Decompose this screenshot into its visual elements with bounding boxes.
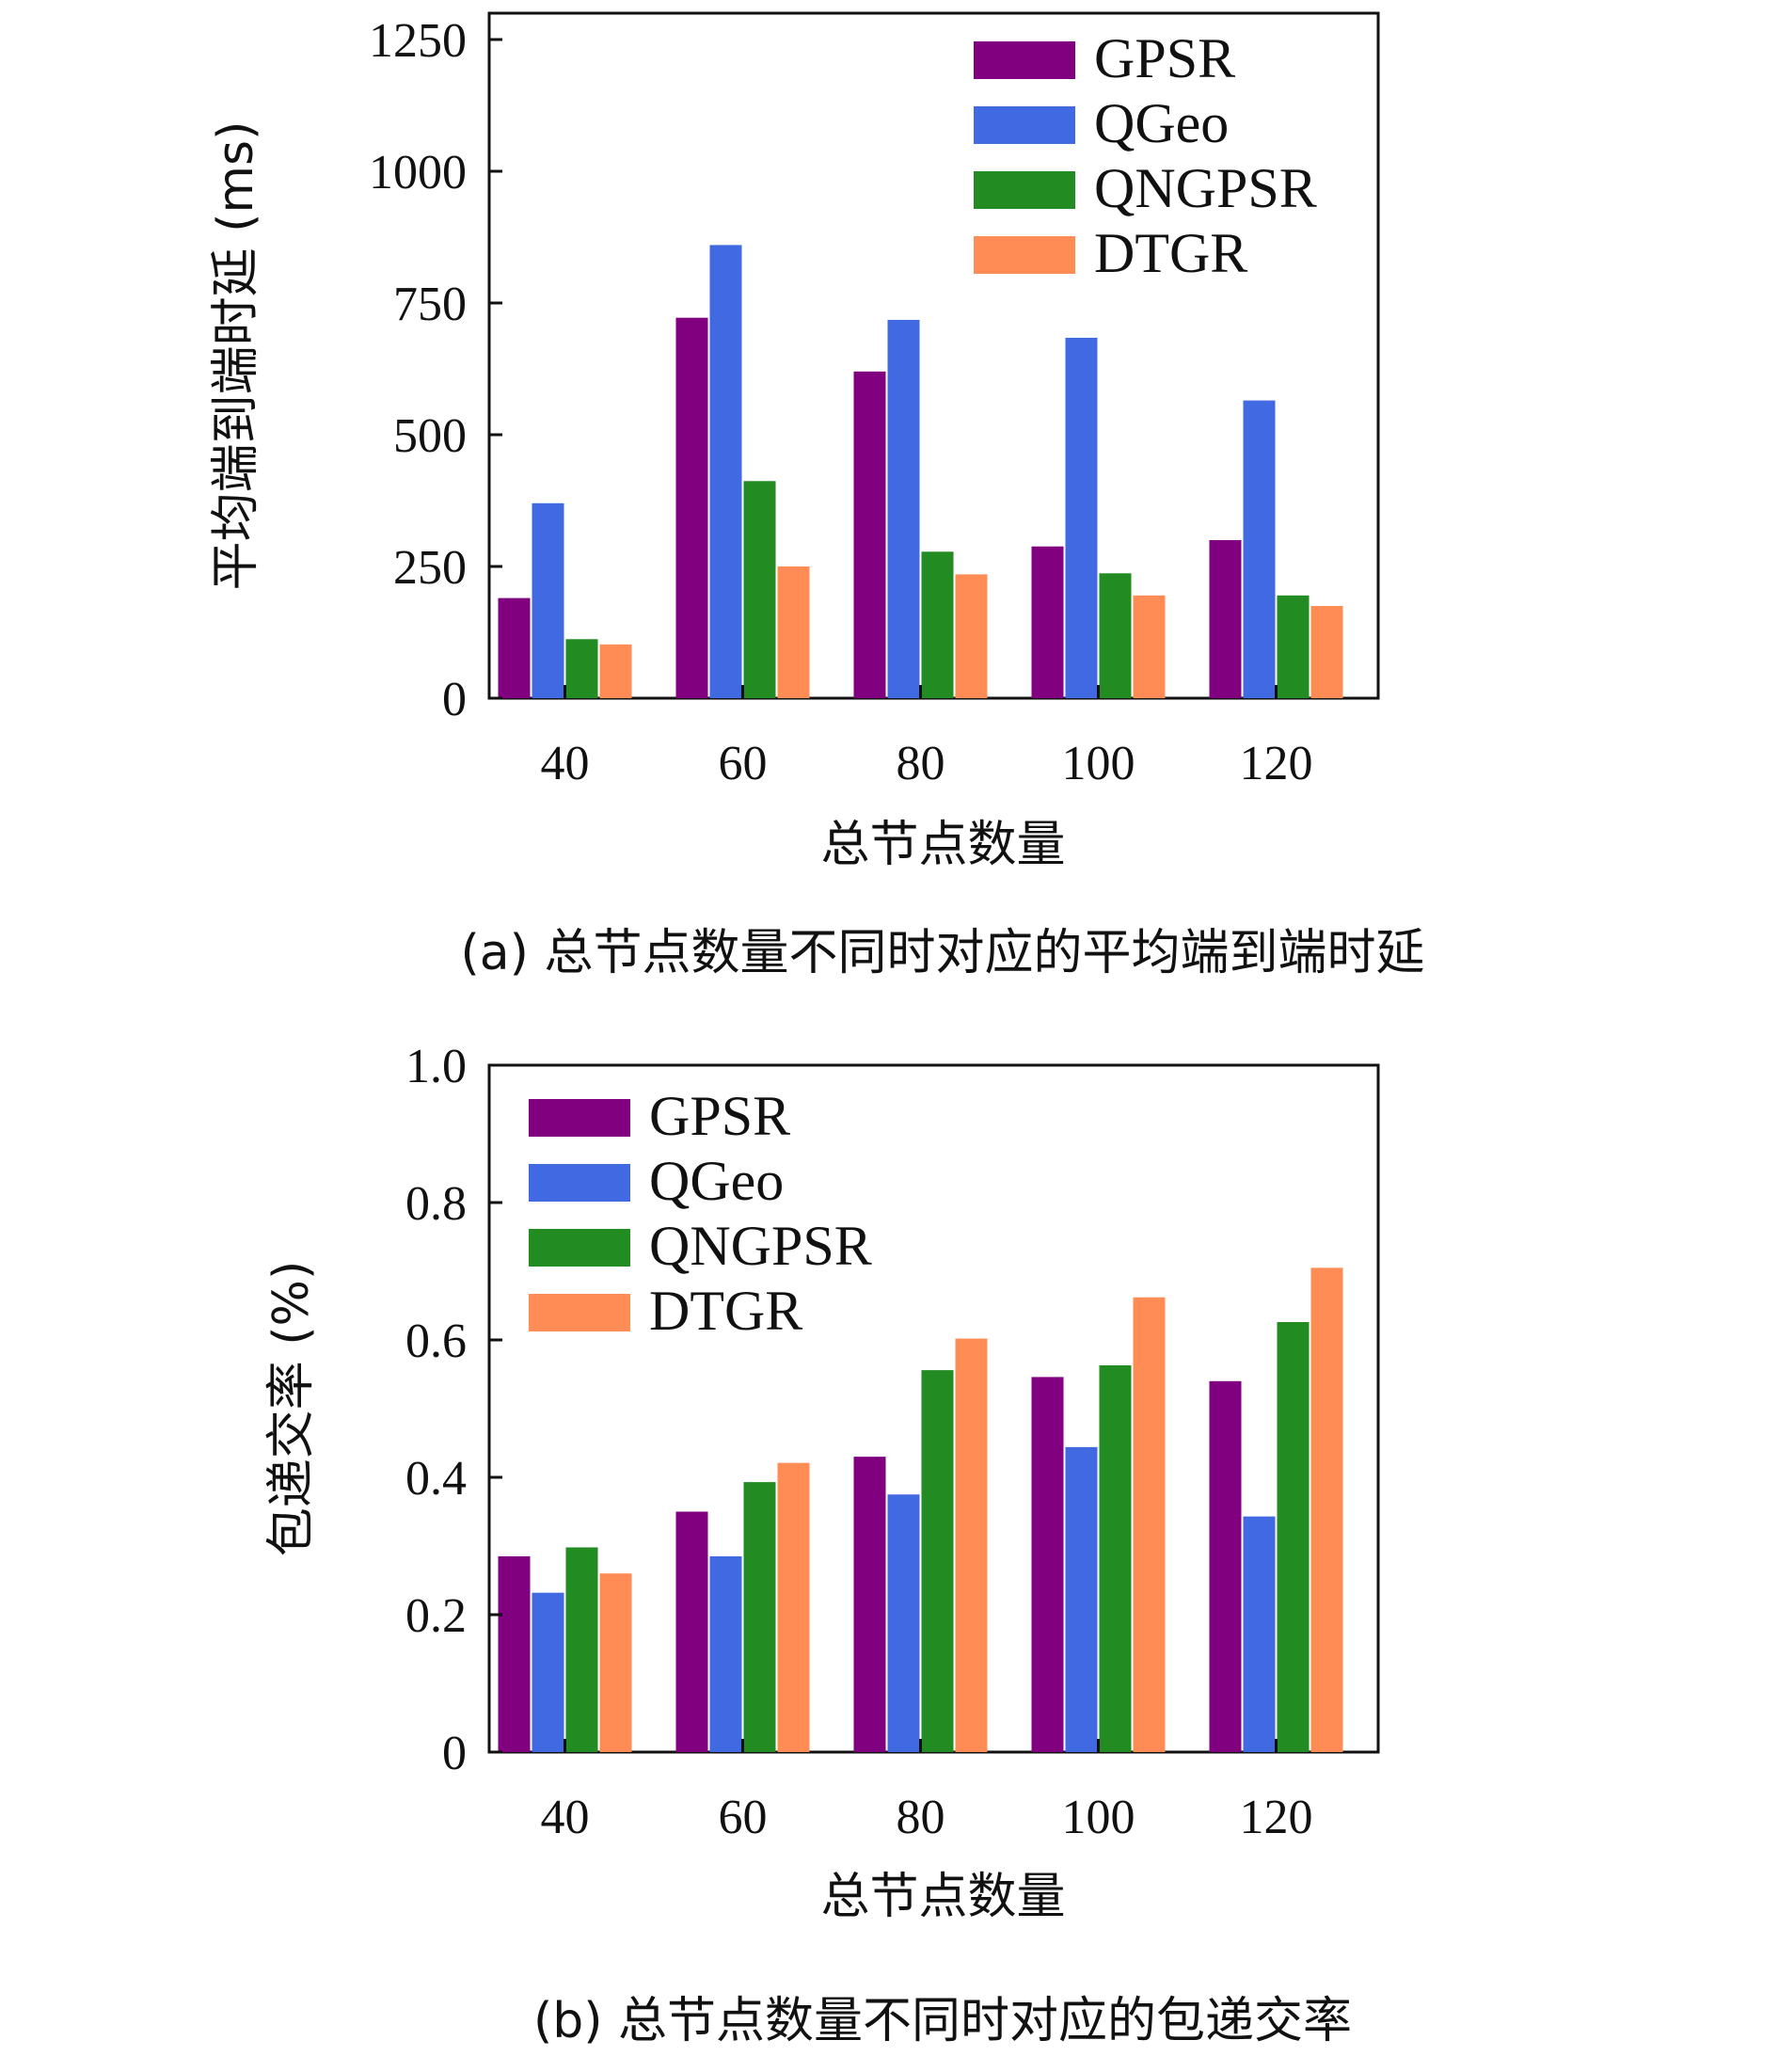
bar-gpsr-120 xyxy=(1209,1380,1242,1752)
bar-gpsr-80 xyxy=(853,1457,886,1752)
bar-dtgr-60 xyxy=(777,1462,810,1752)
legend-swatch-gpsr xyxy=(529,1099,630,1137)
x-tick-label: 100 xyxy=(1062,737,1135,790)
bar-qngpsr-100 xyxy=(1099,573,1132,698)
bar-gpsr-60 xyxy=(675,1511,708,1752)
legend-label-dtgr: DTGR xyxy=(649,1280,802,1342)
bar-qgeo-40 xyxy=(532,1592,564,1752)
bar-qngpsr-120 xyxy=(1277,1322,1310,1752)
y-tick-label: 0.8 xyxy=(405,1177,467,1231)
bar-gpsr-40 xyxy=(498,1555,531,1752)
y-axis-label: 平均端到端时延 (ms) xyxy=(208,121,264,591)
bar-gpsr-100 xyxy=(1031,546,1064,698)
legend-swatch-qngpsr xyxy=(529,1229,630,1267)
legend-label-qgeo: QGeo xyxy=(1094,92,1229,154)
bar-qngpsr-40 xyxy=(565,1547,598,1752)
y-tick-label: 0.2 xyxy=(405,1589,467,1643)
bar-gpsr-60 xyxy=(675,317,708,698)
bar-qgeo-100 xyxy=(1065,337,1098,698)
legend-label-qngpsr: QNGPSR xyxy=(1094,157,1317,219)
bar-qgeo-40 xyxy=(532,502,564,698)
bar-dtgr-120 xyxy=(1310,1267,1343,1752)
legend-swatch-dtgr xyxy=(974,236,1075,274)
x-tick-label: 100 xyxy=(1062,1791,1135,1844)
x-tick-label: 120 xyxy=(1240,737,1313,790)
bar-qgeo-80 xyxy=(887,319,920,698)
bar-qngpsr-120 xyxy=(1277,595,1310,698)
bar-dtgr-100 xyxy=(1133,595,1166,698)
y-tick-label: 1.0 xyxy=(405,1040,467,1093)
bar-qgeo-100 xyxy=(1065,1446,1098,1752)
y-axis-label: 包递交率 (%) xyxy=(263,1261,320,1557)
x-tick-label: 80 xyxy=(897,1791,945,1844)
bar-dtgr-40 xyxy=(599,644,632,698)
delivery-rate-chart: 0 0.2 0.4 0.6 0.8 1.0 40 60 80 100 120 GPSRQGeoQN… xyxy=(263,1040,1380,2049)
y-tick-label: 500 xyxy=(393,409,467,463)
bars xyxy=(498,245,1343,698)
bar-qgeo-60 xyxy=(709,245,742,698)
y-axis-ticks: 0 0.2 0.4 0.6 0.8 1.0 xyxy=(405,1040,502,1780)
legend-label-qngpsr: QNGPSR xyxy=(649,1215,872,1277)
bar-gpsr-120 xyxy=(1209,540,1242,698)
bar-dtgr-80 xyxy=(955,1338,988,1752)
x-axis-label: 总节点数量 xyxy=(820,817,1065,873)
x-tick-label: 60 xyxy=(719,737,768,790)
x-tick-label: 40 xyxy=(541,737,590,790)
legend-swatch-qgeo xyxy=(974,106,1075,144)
legend-label-dtgr: DTGR xyxy=(1094,222,1247,284)
legend-swatch-qgeo xyxy=(529,1164,630,1202)
bar-qngpsr-40 xyxy=(565,639,598,698)
x-axis-label: 总节点数量 xyxy=(820,1869,1065,1925)
bar-dtgr-60 xyxy=(777,566,810,698)
bar-dtgr-100 xyxy=(1133,1297,1166,1752)
bar-qgeo-120 xyxy=(1243,400,1276,698)
y-tick-label: 1250 xyxy=(369,14,467,68)
y-tick-label: 0 xyxy=(442,1727,467,1780)
bars xyxy=(498,1267,1343,1752)
legend-swatch-dtgr xyxy=(529,1294,630,1331)
y-tick-label: 250 xyxy=(393,541,467,595)
y-tick-label: 0.6 xyxy=(405,1315,467,1368)
x-tick-label: 120 xyxy=(1240,1791,1313,1844)
bar-qngpsr-100 xyxy=(1099,1365,1132,1752)
x-tick-label: 40 xyxy=(541,1791,590,1844)
bar-dtgr-40 xyxy=(599,1573,632,1752)
bar-qngpsr-60 xyxy=(743,1482,776,1752)
bar-qgeo-60 xyxy=(709,1555,742,1752)
bar-qngpsr-80 xyxy=(921,1370,954,1752)
legend-label-qgeo: QGeo xyxy=(649,1150,784,1212)
bar-gpsr-40 xyxy=(498,598,531,698)
legend-label-gpsr: GPSR xyxy=(1094,27,1235,89)
bar-dtgr-80 xyxy=(955,574,988,698)
y-tick-label: 0 xyxy=(442,673,467,726)
x-tick-label: 80 xyxy=(897,737,945,790)
x-tick-label: 60 xyxy=(719,1791,768,1844)
bar-qngpsr-60 xyxy=(743,481,776,698)
caption: (a) 总节点数量不同时对应的平均端到端时延 xyxy=(461,925,1425,981)
legend-swatch-gpsr xyxy=(974,41,1075,79)
bar-qgeo-120 xyxy=(1243,1516,1276,1752)
bar-gpsr-80 xyxy=(853,371,886,698)
bar-dtgr-120 xyxy=(1310,606,1343,698)
x-axis-ticks: 40 60 80 100 120 xyxy=(541,1739,1313,1844)
x-axis-ticks: 40 60 80 100 120 xyxy=(541,685,1313,790)
bar-qgeo-80 xyxy=(887,1494,920,1752)
legend-label-gpsr: GPSR xyxy=(649,1085,790,1147)
bar-gpsr-100 xyxy=(1031,1377,1064,1752)
y-tick-label: 750 xyxy=(393,278,467,331)
y-tick-label: 1000 xyxy=(369,146,467,199)
delay-chart: 0 250 500 750 1000 1250 40 60 80 100 120 GPSRQGeo… xyxy=(208,11,1425,981)
y-tick-label: 0.4 xyxy=(405,1452,467,1506)
caption: (b) 总节点数量不同时对应的包递交率 xyxy=(533,1993,1352,2049)
y-axis-ticks: 0 250 500 750 1000 1250 xyxy=(369,14,502,726)
bar-qngpsr-80 xyxy=(921,551,954,698)
legend-swatch-qngpsr xyxy=(974,171,1075,209)
